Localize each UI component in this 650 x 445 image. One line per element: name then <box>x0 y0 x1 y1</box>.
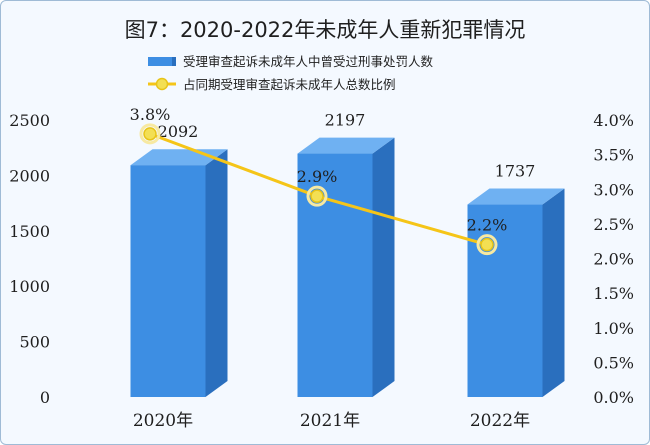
x-tick-label: 2021年 <box>300 411 360 431</box>
line-value-label: 3.8% <box>130 105 171 124</box>
x-axis: 2020年 2021年 2022年 <box>133 411 530 431</box>
left-tick-label: 2000 <box>9 166 50 185</box>
legend-bar-swatch <box>148 57 172 66</box>
line-series <box>139 123 498 256</box>
line-value-labels: 3.8% 2.9% 2.2% <box>130 105 508 235</box>
bar-front <box>130 165 206 397</box>
bar-value-label: 2197 <box>325 111 366 130</box>
line-marker-halo <box>306 185 328 207</box>
right-tick-label: 2.5% <box>593 215 634 234</box>
bar-side <box>542 188 565 397</box>
x-tick-label: 2020年 <box>133 411 193 431</box>
bar-front <box>467 204 543 397</box>
right-tick-label: 1.5% <box>593 284 634 303</box>
right-axis: 0.0% 0.5% 1.0% 1.5% 2.0% 2.5% 3.0% 3.5% 4.0% <box>593 111 634 407</box>
left-axis: 0 500 1000 1500 2000 2500 <box>9 111 50 407</box>
line-marker <box>310 189 324 203</box>
left-tick-label: 1500 <box>9 222 50 241</box>
legend: 受理审查起诉未成年人中曾受过刑事处罚人数 占同期受理审查起诉未成年人总数比例 <box>148 54 434 92</box>
left-tick-label: 2500 <box>9 111 50 130</box>
bar-side <box>205 149 228 397</box>
legend-item-bars: 受理审查起诉未成年人中曾受过刑事处罚人数 <box>148 54 434 69</box>
right-tick-label: 4.0% <box>593 111 634 130</box>
line-value-label: 2.2% <box>467 216 508 235</box>
right-tick-label: 3.5% <box>593 146 634 165</box>
bar-2 <box>467 188 565 397</box>
legend-label-bars: 受理审查起诉未成年人中曾受过刑事处罚人数 <box>183 54 434 69</box>
line-marker-halo <box>476 234 498 256</box>
bar-top <box>467 188 565 205</box>
line-value-label: 2.9% <box>297 167 338 186</box>
bar-value-labels: 2092 2197 1737 <box>158 111 536 181</box>
legend-bar-swatch-side <box>172 57 176 66</box>
right-tick-label: 2.0% <box>593 250 634 269</box>
chart-title: 图7：2020-2022年未成年人重新犯罪情况 <box>124 18 526 42</box>
x-tick-label: 2022年 <box>470 411 530 431</box>
left-tick-label: 1000 <box>9 277 50 296</box>
right-tick-label: 0.0% <box>593 388 634 407</box>
line-marker-halo <box>139 123 161 145</box>
legend-item-line: 占同期受理审查起诉未成年人总数比例 <box>148 77 396 92</box>
bar-value-label: 1737 <box>495 162 536 181</box>
bar-side <box>372 137 395 398</box>
right-tick-label: 3.0% <box>593 180 634 199</box>
line-marker <box>480 237 494 252</box>
left-tick-label: 500 <box>19 333 50 352</box>
legend-label-line: 占同期受理审查起诉未成年人总数比例 <box>183 77 396 92</box>
bar-top <box>297 137 395 154</box>
bar-0 <box>130 149 228 397</box>
left-tick-label: 0 <box>40 388 50 407</box>
right-tick-label: 0.5% <box>593 353 634 372</box>
legend-marker-swatch <box>155 77 169 91</box>
right-tick-label: 1.0% <box>593 319 634 338</box>
bar-value-label: 2092 <box>158 122 199 141</box>
line-marker <box>143 127 157 141</box>
bar-series <box>130 137 565 398</box>
